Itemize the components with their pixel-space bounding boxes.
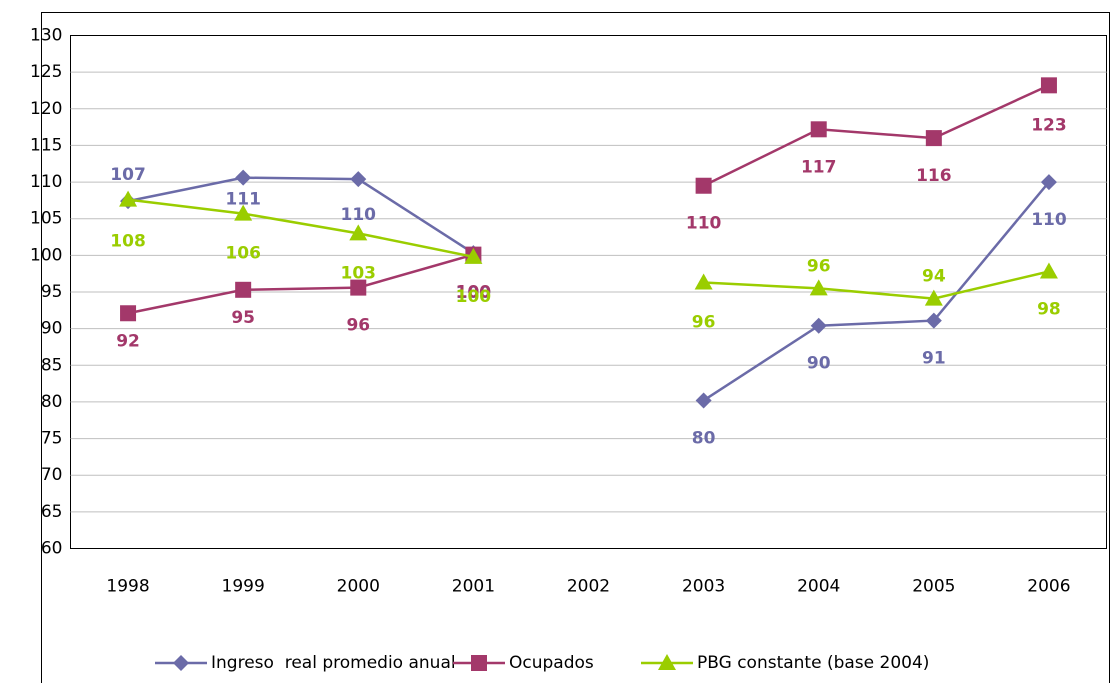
marker bbox=[1040, 174, 1057, 191]
data-label: 100 bbox=[456, 283, 492, 303]
data-label: 94 bbox=[922, 267, 946, 287]
data-label: 96 bbox=[346, 316, 370, 336]
data-label: 92 bbox=[116, 331, 140, 351]
y-tick-label: 90 bbox=[41, 319, 63, 339]
y-tick-label: 120 bbox=[30, 99, 62, 119]
x-tick-label: 2005 bbox=[912, 577, 955, 597]
data-label: 107 bbox=[110, 165, 146, 185]
marker bbox=[350, 171, 367, 188]
marker bbox=[471, 655, 487, 671]
series-line bbox=[127, 84, 1050, 315]
data-label: 95 bbox=[231, 308, 255, 328]
x-tick-label: 2006 bbox=[1027, 577, 1070, 597]
marker bbox=[234, 204, 253, 221]
y-tick-label: 60 bbox=[41, 539, 63, 559]
data-label: 116 bbox=[916, 166, 952, 186]
legend-label: PBG constante (base 2004) bbox=[697, 653, 929, 673]
marker bbox=[924, 289, 943, 306]
data-label: 96 bbox=[692, 312, 716, 332]
data-label: 106 bbox=[225, 244, 261, 264]
y-tick-label: 100 bbox=[30, 245, 62, 265]
marker bbox=[235, 169, 252, 186]
y-tick-label: 85 bbox=[41, 355, 63, 375]
marker bbox=[694, 273, 713, 290]
x-tick-label: 2004 bbox=[797, 577, 840, 597]
data-label: 117 bbox=[801, 157, 837, 177]
y-tick-label: 95 bbox=[41, 282, 63, 302]
data-label: 110 bbox=[341, 205, 377, 225]
data-label: 90 bbox=[807, 354, 831, 374]
data-label: 80 bbox=[692, 428, 716, 448]
marker bbox=[925, 312, 942, 329]
y-tick-label: 65 bbox=[41, 502, 63, 522]
marker bbox=[464, 247, 483, 264]
y-tick-label: 130 bbox=[30, 26, 62, 46]
marker bbox=[695, 177, 712, 194]
marker bbox=[810, 121, 827, 138]
marker bbox=[173, 655, 189, 671]
data-label: 91 bbox=[922, 349, 946, 369]
y-tick-label: 105 bbox=[30, 209, 62, 229]
data-label: 108 bbox=[110, 232, 146, 252]
y-tick-label: 115 bbox=[30, 135, 62, 155]
marker bbox=[695, 392, 712, 409]
marker bbox=[925, 130, 942, 147]
legend-label: Ocupados bbox=[509, 653, 594, 673]
series-line bbox=[127, 176, 1050, 402]
marker bbox=[810, 317, 827, 334]
data-label: 110 bbox=[686, 214, 722, 234]
x-tick-label: 1999 bbox=[222, 577, 265, 597]
marker bbox=[658, 654, 676, 670]
x-tick-label: 2000 bbox=[337, 577, 380, 597]
marker bbox=[119, 190, 138, 207]
x-tick-label: 2003 bbox=[682, 577, 725, 597]
x-tick-label: 2002 bbox=[567, 577, 610, 597]
y-tick-label: 125 bbox=[30, 62, 62, 82]
y-tick-label: 75 bbox=[41, 429, 63, 449]
marker bbox=[350, 279, 367, 296]
data-label: 100 bbox=[456, 283, 492, 303]
marker bbox=[1039, 262, 1058, 279]
data-label: 103 bbox=[341, 263, 377, 283]
marker bbox=[120, 305, 137, 322]
data-label: 96 bbox=[807, 256, 831, 276]
data-label: 100 bbox=[456, 287, 492, 307]
series-line bbox=[127, 198, 1050, 300]
data-label: 111 bbox=[225, 190, 261, 210]
data-label: 123 bbox=[1031, 115, 1067, 135]
marker bbox=[1040, 77, 1057, 94]
y-tick-label: 70 bbox=[41, 465, 63, 485]
y-tick-label: 80 bbox=[41, 392, 63, 412]
x-tick-label: 2001 bbox=[452, 577, 495, 597]
marker bbox=[349, 224, 368, 241]
marker bbox=[809, 279, 828, 296]
y-tick-label: 110 bbox=[30, 172, 62, 192]
x-tick-label: 1998 bbox=[106, 577, 149, 597]
marker bbox=[235, 281, 252, 298]
data-label: 98 bbox=[1037, 299, 1061, 319]
data-label: 110 bbox=[1031, 210, 1067, 230]
legend-label: Ingreso real promedio anual bbox=[211, 653, 456, 673]
